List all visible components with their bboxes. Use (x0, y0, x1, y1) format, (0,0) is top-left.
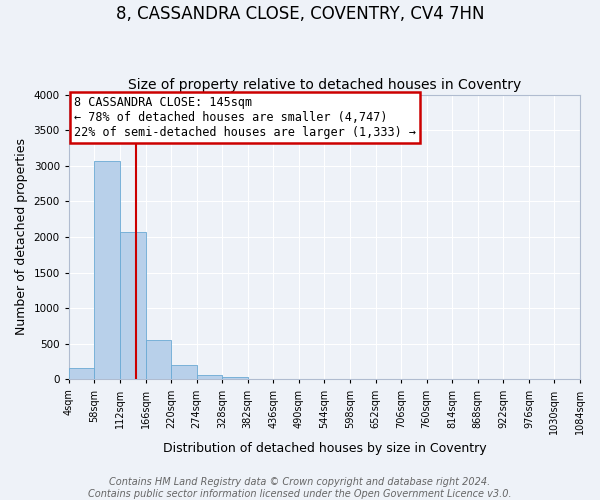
Bar (120, 232, 146, 380)
Bar (171, 365, 197, 380)
Bar (94, 162, 120, 380)
Bar (146, 340, 171, 380)
Title: Size of property relative to detached houses in Coventry: Size of property relative to detached ho… (128, 78, 521, 92)
Bar (197, 375, 222, 380)
Bar (222, 378, 248, 380)
Text: 8 CASSANDRA CLOSE: 145sqm
← 78% of detached houses are smaller (4,747)
22% of se: 8 CASSANDRA CLOSE: 145sqm ← 78% of detac… (74, 96, 416, 139)
Text: 8, CASSANDRA CLOSE, COVENTRY, CV4 7HN: 8, CASSANDRA CLOSE, COVENTRY, CV4 7HN (116, 5, 484, 23)
X-axis label: Distribution of detached houses by size in Coventry: Distribution of detached houses by size … (163, 442, 486, 455)
Y-axis label: Number of detached properties: Number of detached properties (15, 138, 28, 336)
Text: Contains HM Land Registry data © Crown copyright and database right 2024.
Contai: Contains HM Land Registry data © Crown c… (88, 478, 512, 499)
Bar (69, 368, 94, 380)
